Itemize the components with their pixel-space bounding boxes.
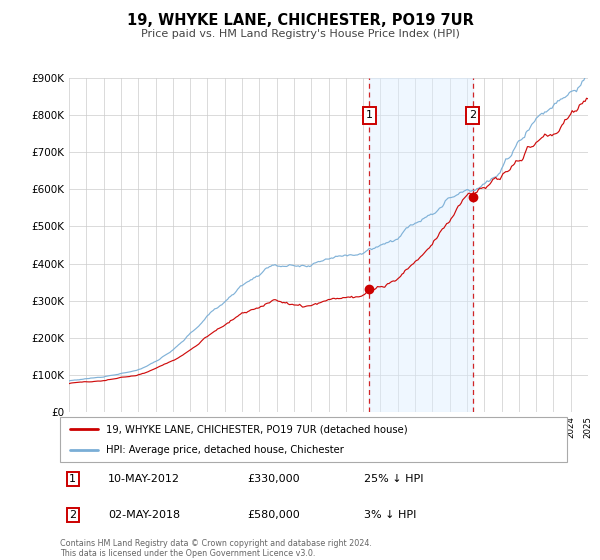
Text: 02-MAY-2018: 02-MAY-2018 bbox=[108, 510, 180, 520]
Text: Price paid vs. HM Land Registry's House Price Index (HPI): Price paid vs. HM Land Registry's House … bbox=[140, 29, 460, 39]
Text: 1: 1 bbox=[69, 474, 76, 484]
Text: This data is licensed under the Open Government Licence v3.0.: This data is licensed under the Open Gov… bbox=[60, 549, 316, 558]
Text: 25% ↓ HPI: 25% ↓ HPI bbox=[364, 474, 424, 484]
Text: Contains HM Land Registry data © Crown copyright and database right 2024.: Contains HM Land Registry data © Crown c… bbox=[60, 539, 372, 548]
Text: 19, WHYKE LANE, CHICHESTER, PO19 7UR (detached house): 19, WHYKE LANE, CHICHESTER, PO19 7UR (de… bbox=[106, 424, 407, 435]
FancyBboxPatch shape bbox=[60, 417, 567, 462]
Text: 2: 2 bbox=[69, 510, 76, 520]
Text: £580,000: £580,000 bbox=[248, 510, 301, 520]
Text: HPI: Average price, detached house, Chichester: HPI: Average price, detached house, Chic… bbox=[106, 445, 344, 455]
Text: 1: 1 bbox=[366, 110, 373, 120]
Text: 10-MAY-2012: 10-MAY-2012 bbox=[108, 474, 180, 484]
Text: 2: 2 bbox=[469, 110, 476, 120]
Text: £330,000: £330,000 bbox=[248, 474, 300, 484]
Text: 19, WHYKE LANE, CHICHESTER, PO19 7UR: 19, WHYKE LANE, CHICHESTER, PO19 7UR bbox=[127, 13, 473, 28]
Bar bbox=[370, 78, 473, 412]
Text: 3% ↓ HPI: 3% ↓ HPI bbox=[364, 510, 416, 520]
